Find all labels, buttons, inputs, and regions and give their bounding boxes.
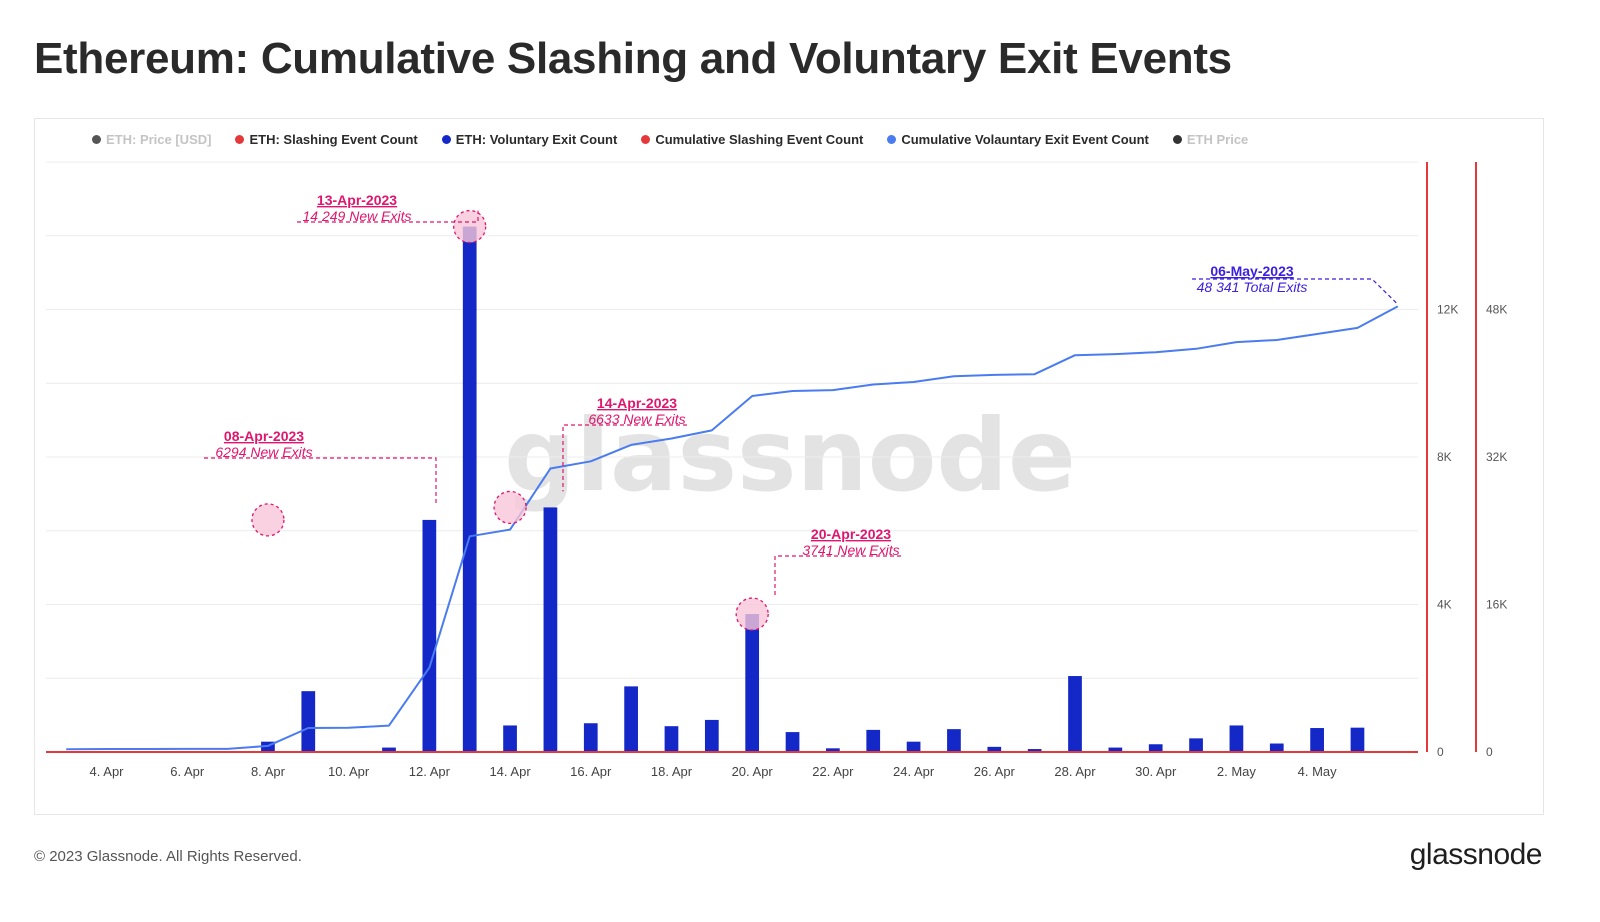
x-tick-label: 20. Apr xyxy=(732,764,774,779)
x-tick-label: 30. Apr xyxy=(1135,764,1177,779)
bar xyxy=(745,614,760,752)
legend-dot-icon xyxy=(441,135,451,144)
annotation-sub: 14 249 New Exits xyxy=(303,208,412,224)
bar xyxy=(866,729,881,752)
chart-panel xyxy=(34,118,1544,815)
x-tick-label: 18. Apr xyxy=(651,764,693,779)
bar xyxy=(664,726,679,752)
bar xyxy=(1148,744,1163,752)
legend-label: Cumulative Slashing Event Count xyxy=(655,132,864,147)
legend-dot-icon xyxy=(887,135,897,144)
legend-dot-icon xyxy=(235,135,245,144)
y-left-tick-label: 12K xyxy=(1437,303,1458,317)
legend-item[interactable]: ETH Price xyxy=(1172,132,1249,147)
bar xyxy=(1189,738,1203,752)
legend-item[interactable]: ETH: Price [USD] xyxy=(92,132,211,147)
legend-label: ETH: Voluntary Exit Count xyxy=(455,132,618,147)
bar xyxy=(462,226,477,753)
x-tick-label: 4. May xyxy=(1298,764,1338,779)
annotation-marker xyxy=(251,503,285,537)
legend-dot-icon xyxy=(1172,135,1182,144)
brand-logo[interactable]: glassnode xyxy=(1409,838,1543,871)
y-left-tick-label: 0 xyxy=(1437,745,1444,759)
copyright-footer: © 2023 Glassnode. All Rights Reserved. xyxy=(34,848,302,865)
y-right-tick-label: 48K xyxy=(1486,303,1507,317)
bar xyxy=(382,747,396,752)
chart-legend: ETH: Price [USD] ETH: Slashing Event Coun… xyxy=(92,132,1248,147)
bar xyxy=(1310,728,1324,752)
annotation-sub: 6294 New Exits xyxy=(215,444,312,460)
bar xyxy=(1269,743,1284,752)
annotation-marker xyxy=(453,209,487,244)
bar xyxy=(704,719,719,752)
annotation-marker xyxy=(493,490,527,525)
x-tick-label: 4. Apr xyxy=(90,764,125,779)
x-tick-label: 14. Apr xyxy=(489,764,531,779)
legend-dot-icon xyxy=(92,135,101,144)
bar xyxy=(1027,749,1042,752)
legend-label: Cumulative Volauntary Exit Event Count xyxy=(901,132,1149,147)
x-tick-label: 12. Apr xyxy=(409,764,451,779)
annotation-date: 06-May-2023 xyxy=(1210,263,1293,279)
x-tick-label: 22. Apr xyxy=(812,764,854,779)
legend-label: ETH: Price [USD] xyxy=(106,132,212,147)
bar xyxy=(543,507,558,752)
y-right-tick-label: 16K xyxy=(1486,598,1507,612)
y-left-tick-label: 8K xyxy=(1437,450,1452,464)
x-tick-label: 6. Apr xyxy=(170,764,205,779)
annotation-marker xyxy=(735,597,769,631)
bar xyxy=(785,732,800,752)
bar xyxy=(906,741,921,752)
bar xyxy=(826,748,840,752)
legend-item[interactable]: Cumulative Slashing Event Count xyxy=(641,132,863,147)
legend-item[interactable]: ETH: Voluntary Exit Count xyxy=(441,132,618,147)
y-right-tick-label: 32K xyxy=(1486,450,1507,464)
bar xyxy=(947,729,961,752)
legend-item[interactable]: Cumulative Volauntary Exit Event Count xyxy=(887,132,1149,147)
watermark: glassnode xyxy=(504,397,1076,514)
legend-item[interactable]: ETH: Slashing Event Count xyxy=(235,132,418,147)
axes: 0 4K 8K 12K 0 16K 32K 48K 4. Apr 6. Apr 8. Apr 10. … xyxy=(46,162,1507,779)
bar xyxy=(624,686,638,752)
x-tick-label: 26. Apr xyxy=(974,764,1016,779)
bar xyxy=(422,519,437,752)
bar-series xyxy=(261,226,1365,753)
bar xyxy=(1350,727,1365,752)
bar xyxy=(583,723,598,752)
x-tick-label: 2. May xyxy=(1217,764,1257,779)
bar xyxy=(503,725,517,752)
bar xyxy=(1068,676,1082,752)
legend-dot-icon xyxy=(641,135,651,144)
annotation-leader xyxy=(562,424,687,492)
page-title: Ethereum: Cumulative Slashing and Volunt… xyxy=(34,34,1232,83)
cumulative-exit-line xyxy=(66,305,1399,751)
annotation-leader xyxy=(1192,278,1399,305)
annotation-date: 13-Apr-2023 xyxy=(317,192,397,208)
y-left-tick-label: 4K xyxy=(1437,598,1452,612)
x-tick-label: 24. Apr xyxy=(893,764,935,779)
legend-label: ETH Price xyxy=(1186,132,1249,147)
annotation-sub: 48 341 Total Exits xyxy=(1197,279,1308,295)
bar xyxy=(987,746,1002,752)
annotation-leader xyxy=(204,457,437,504)
annotation-date: 08-Apr-2023 xyxy=(224,428,304,444)
x-tick-label: 16. Apr xyxy=(570,764,612,779)
x-tick-label: 8. Apr xyxy=(251,764,286,779)
y-right-tick-label: 0 xyxy=(1486,745,1493,759)
bar xyxy=(301,691,316,752)
annotation-sub: 3741 New Exits xyxy=(802,542,899,558)
annotation-leader xyxy=(774,555,901,599)
annotation-sub: 6633 New Exits xyxy=(588,411,685,427)
bar xyxy=(1229,725,1244,752)
legend-label: ETH: Slashing Event Count xyxy=(249,132,418,147)
annotation-date: 20-Apr-2023 xyxy=(811,526,891,542)
bar xyxy=(1108,747,1123,752)
x-tick-label: 28. Apr xyxy=(1054,764,1096,779)
annotation-date: 14-Apr-2023 xyxy=(597,395,677,411)
x-tick-label: 10. Apr xyxy=(328,764,370,779)
